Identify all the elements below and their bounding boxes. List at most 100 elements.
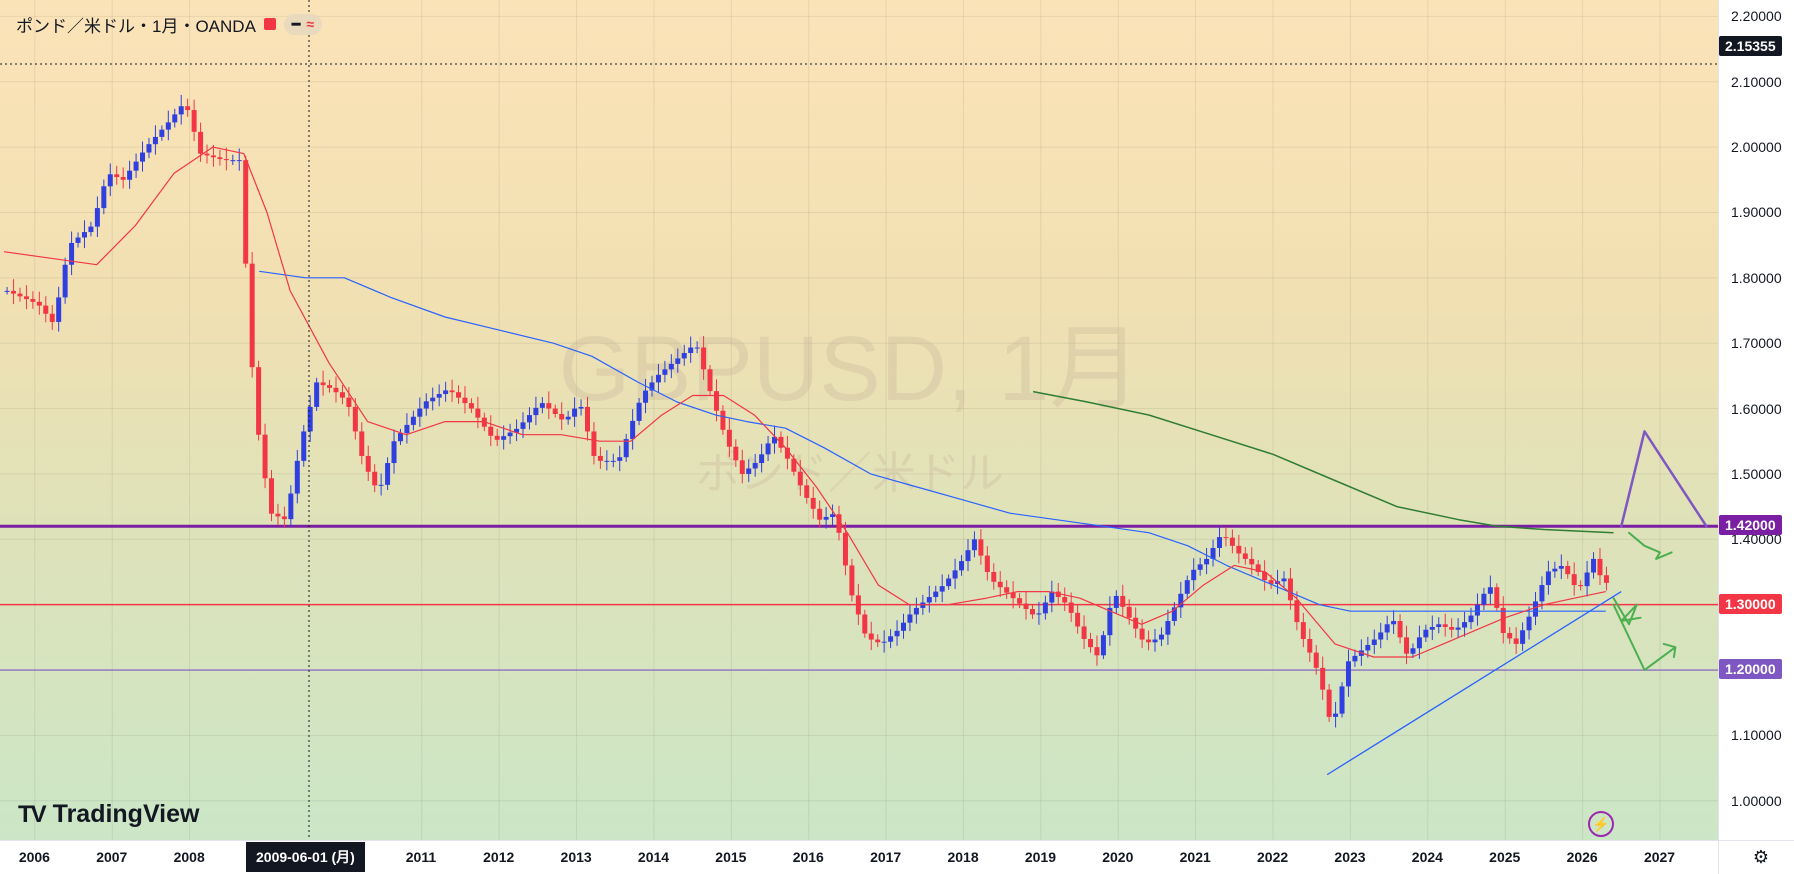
candle-body (701, 347, 707, 370)
price-badge: 1.20000 (1719, 659, 1782, 680)
price-tick-label: 1.50000 (1731, 465, 1782, 482)
candle-body (791, 458, 797, 472)
gear-icon[interactable]: ⚙ (1752, 847, 1769, 867)
time-tick-label: 2027 (1643, 849, 1676, 865)
candle-body (597, 455, 603, 461)
candle-body (43, 305, 49, 314)
time-axis[interactable]: 2006 2007 2008 2011 2012 2013 2014 2015 2016 2017… (0, 840, 1718, 874)
flash-icon[interactable]: ⚡ (1588, 811, 1614, 837)
candle-body (1088, 638, 1094, 648)
candle-body (765, 443, 771, 455)
candle-body (1578, 585, 1584, 587)
chart-svg[interactable]: GBPUSD, 1月 ポンド／米ドル (0, 0, 1718, 840)
candle-body (965, 550, 971, 562)
candle-body (1345, 661, 1351, 687)
candle-body (456, 392, 462, 398)
price-tick-label: 1.60000 (1731, 400, 1782, 417)
price-axis[interactable]: 2.20000 2.10000 2.00000 1.90000 1.80000 1.700… (1718, 0, 1794, 840)
candle-body (1197, 564, 1203, 570)
candle-body (520, 422, 526, 429)
candle-body (552, 408, 558, 415)
candle-body (713, 391, 719, 411)
candle-body (572, 408, 578, 417)
candle-body (823, 516, 829, 520)
candle-body (56, 297, 62, 322)
plot-area[interactable] (0, 0, 1718, 840)
candle-body (1526, 616, 1532, 631)
minus-icon[interactable]: ━ (291, 15, 301, 32)
candle-body (720, 410, 726, 430)
price-tick-label: 1.80000 (1731, 269, 1782, 286)
time-tick-label: 2008 (173, 849, 205, 865)
candle-body (759, 454, 765, 464)
candle-body (1474, 604, 1480, 616)
candle-body (1565, 565, 1571, 575)
candle-body (107, 174, 113, 187)
candle-body (397, 433, 403, 442)
candle-body (1442, 624, 1448, 628)
candle-body (694, 347, 700, 349)
candle-body (501, 436, 507, 440)
candle-body (152, 136, 158, 145)
time-tick-label: 2020 (1102, 849, 1134, 865)
moving-averages (3, 146, 1614, 658)
candle-body (894, 630, 900, 637)
candle-body (165, 122, 171, 130)
candle-body (191, 110, 197, 132)
price-tick-label: 2.00000 (1731, 139, 1782, 156)
wave-icon[interactable]: ≈ (306, 16, 315, 32)
candle-body (249, 263, 255, 368)
candle-body (1449, 627, 1455, 630)
axis-corner: ⚙ (1718, 840, 1794, 874)
candle-body (1307, 638, 1313, 653)
candle-body (1591, 558, 1597, 573)
candle-body (385, 463, 391, 485)
candle-body (1113, 595, 1119, 608)
symbol-title[interactable]: ポンド／米ドル・1月・OANDA (16, 16, 256, 36)
candle-body (507, 432, 513, 437)
candle-body (913, 607, 919, 615)
candle-body (784, 447, 790, 459)
price-tick-label: 1.40000 (1731, 531, 1782, 548)
candle-body (1423, 629, 1429, 638)
candle-body (978, 539, 984, 556)
candle-body (578, 406, 584, 409)
candle-body (378, 484, 384, 486)
candle-body (1210, 548, 1216, 559)
candle-body (36, 301, 42, 306)
price-badge: 1.30000 (1719, 593, 1782, 614)
candle-body (178, 106, 184, 115)
candle-body (1313, 652, 1319, 668)
candle-body (281, 516, 287, 520)
indicator-pill[interactable]: ━ ≈ (283, 13, 323, 35)
candle-body (1520, 630, 1526, 644)
candle-body (649, 382, 655, 391)
candle-body (1029, 609, 1035, 615)
candle-body (1139, 628, 1145, 640)
candle-body (1552, 568, 1558, 572)
candle-body (604, 460, 610, 462)
candle-body (1094, 647, 1100, 656)
candle-body (30, 299, 36, 302)
candle-body (1158, 634, 1164, 640)
candle-body (623, 439, 629, 458)
candle-body (230, 160, 236, 162)
candle-body (1404, 637, 1410, 654)
candle-body (346, 397, 352, 407)
candle-body (436, 394, 442, 398)
candle-body (1326, 689, 1332, 717)
candle-body (1468, 615, 1474, 623)
tradingview-logo[interactable]: TV TradingView (18, 800, 199, 829)
candle-body (1532, 601, 1538, 617)
time-tick-label: 2012 (483, 849, 515, 865)
candle-body (984, 555, 990, 572)
candle-body (681, 352, 687, 359)
candle-body (1255, 564, 1261, 572)
price-badge: 2.15355 (1719, 35, 1782, 56)
candle-body (1545, 571, 1551, 586)
candle-body (1152, 639, 1158, 643)
time-tick-label: 2007 (96, 849, 128, 865)
candle-body (1062, 597, 1068, 603)
watermark-symbol: GBPUSD, 1月 (559, 318, 1142, 420)
